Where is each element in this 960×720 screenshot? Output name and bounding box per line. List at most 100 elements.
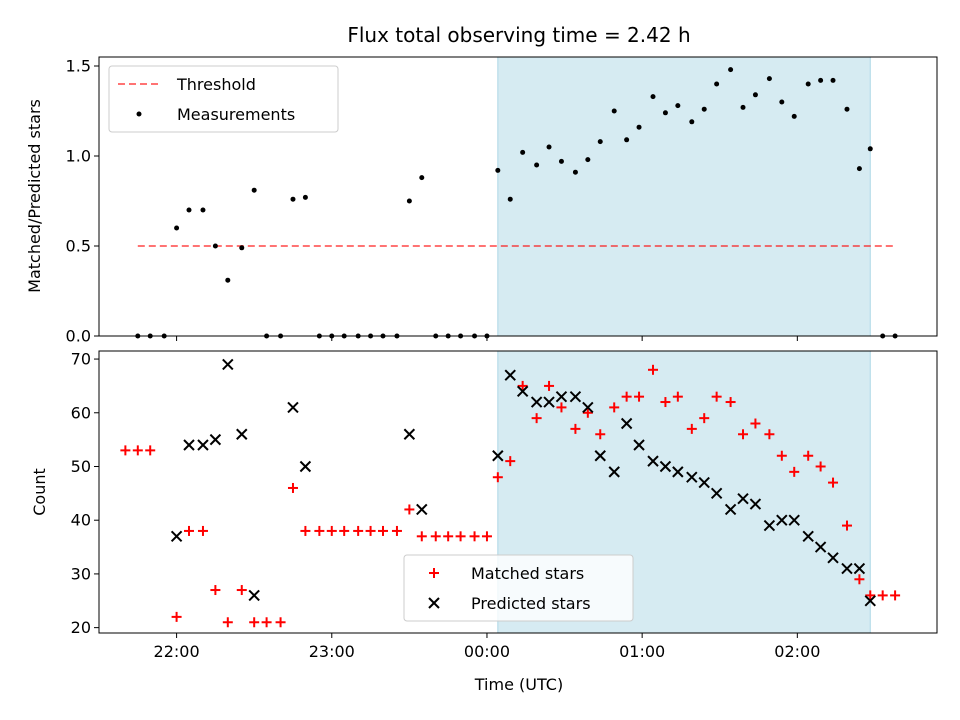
measurement-point	[818, 77, 824, 83]
x-stroke-b	[582, 401, 594, 414]
legend-matched-swatch	[429, 568, 439, 578]
bottom-y-axis-label: Count	[30, 468, 49, 516]
x-stroke-b	[802, 530, 814, 543]
x-stroke-b	[814, 541, 827, 553]
top-observing-window-shade	[497, 56, 871, 337]
predicted-stars-point	[170, 530, 183, 543]
top-legend-box	[108, 65, 339, 133]
x-stroke-b	[222, 358, 234, 371]
predicted-stars-point	[776, 514, 788, 526]
x-stroke-b	[776, 514, 788, 526]
legend-plus-marker	[429, 568, 439, 578]
matched-stars-point	[711, 391, 722, 402]
matched-stars-point	[353, 525, 364, 536]
matched-stars-point	[492, 472, 503, 483]
x-stroke-b	[841, 562, 853, 575]
matched-stars-point	[171, 611, 182, 622]
y-tick-label: 1.0	[66, 147, 91, 166]
predicted-stars-point	[827, 552, 839, 564]
measurement-point	[597, 139, 603, 145]
x-stroke-b	[403, 428, 416, 440]
top-axes-frame	[98, 56, 938, 337]
matched-stars-point	[210, 585, 221, 596]
x-stroke-b	[864, 595, 876, 607]
matched-stars-point	[877, 590, 888, 601]
legend-matched-label: Matched stars	[471, 564, 584, 583]
measurement-point	[867, 146, 873, 152]
matched-stars-point	[609, 402, 620, 413]
top-y-axis-label: Matched/Predicted stars	[25, 99, 44, 293]
measurement-point	[779, 99, 785, 105]
matched-stars-point	[197, 525, 208, 536]
bottom-x-ticks: 22:00 23:00 00:00 01:00 02:00	[154, 633, 820, 661]
x-stroke-b	[763, 519, 776, 532]
predicted-stars-point	[287, 401, 299, 414]
measurement-point	[791, 113, 797, 119]
bottom-y-ticks: 20 30 40 50 60 70	[71, 350, 99, 637]
x-stroke-b	[788, 514, 800, 526]
x-stroke-b	[569, 390, 582, 403]
x-stroke-b	[672, 466, 684, 478]
matched-stars-point	[582, 407, 593, 418]
measurement-point	[419, 175, 425, 181]
matched-stars-point	[404, 504, 415, 515]
predicted-stars-point	[504, 369, 516, 381]
measurement-point	[186, 207, 192, 213]
x-stroke-b	[492, 450, 504, 462]
measurement-point	[689, 119, 695, 125]
measurement-point	[174, 225, 180, 231]
x-stroke-b	[608, 466, 620, 478]
measurement-point	[662, 110, 668, 116]
y-tick-label: 40	[71, 511, 91, 530]
x-stroke-b	[633, 439, 645, 451]
matched-stars-point	[776, 450, 787, 461]
bottom-legend-box	[403, 554, 634, 622]
measurement-point	[495, 167, 501, 173]
measurement-point	[740, 104, 746, 110]
predicted-stars-point	[724, 503, 737, 516]
matched-stars-point	[725, 397, 736, 408]
predicted-stars-point	[594, 450, 606, 462]
measurement-point	[805, 81, 811, 87]
matched-stars-point	[750, 418, 761, 429]
matched-stars-point	[249, 617, 260, 628]
top-y-ticks: 0.0 0.5 1.0 1.5	[66, 57, 99, 346]
matched-stars-point	[326, 525, 337, 536]
matched-stars-point	[275, 617, 286, 628]
measurement-point	[650, 94, 656, 100]
y-tick-label: 30	[71, 564, 91, 583]
matched-stars-point	[261, 617, 272, 628]
top-panel: 0.0 0.5 1.0 1.5 Matched/Predicted stars Thr…	[25, 56, 938, 346]
measurement-point	[572, 169, 578, 175]
measurement-point	[290, 196, 296, 202]
matched-stars-point	[132, 445, 143, 456]
matched-stars-point	[443, 531, 454, 542]
matched-stars-point	[815, 461, 826, 472]
matched-stars-point	[865, 590, 876, 601]
matched-stars-point	[841, 520, 852, 531]
predicted-stars-point	[710, 487, 723, 500]
predicted-stars-point	[569, 390, 582, 403]
matched-stars-point	[854, 574, 865, 585]
matched-stars-point	[314, 525, 325, 536]
measurement-point	[844, 106, 850, 112]
matched-stars-point	[184, 525, 195, 536]
measurement-point	[558, 158, 564, 164]
x-tick-label: 22:00	[154, 642, 200, 661]
x-tick-label: 02:00	[774, 642, 820, 661]
x-stroke-b	[749, 498, 762, 510]
matched-stars-point	[544, 380, 555, 391]
chart-title: Flux total observing time = 2.42 h	[347, 23, 690, 47]
matched-stars-point	[145, 445, 156, 456]
legend-measurements-swatch	[136, 111, 142, 117]
measurement-point	[534, 162, 540, 168]
predicted-stars-point	[209, 433, 222, 446]
x-stroke-b	[710, 487, 723, 500]
matched-stars-point	[890, 590, 901, 601]
predicted-stars-point	[516, 385, 529, 397]
predicted-stars-point	[802, 530, 814, 543]
measurement-point	[406, 198, 412, 204]
measurement-point	[636, 124, 642, 130]
matched-stars-point	[505, 456, 516, 467]
